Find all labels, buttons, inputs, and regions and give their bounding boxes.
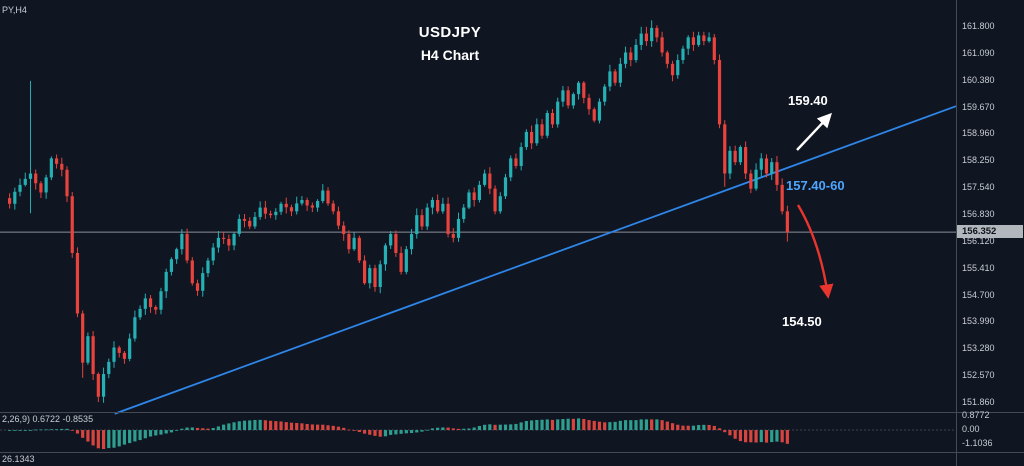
up-arrow[interactable]	[796, 112, 832, 151]
price-tick: 152.570	[962, 370, 995, 381]
chart-title: USDJPY	[418, 24, 482, 41]
price-tick: 157.540	[962, 182, 995, 193]
macd-histogram-layer	[0, 418, 956, 449]
price-tick: 155.410	[962, 262, 995, 273]
target-up-label[interactable]: 159.40	[788, 93, 828, 108]
footer-indicator-label: 26.1343	[2, 454, 35, 464]
symbol-timeframe-label: PY,H4	[2, 5, 27, 15]
price-tick: 156.830	[962, 209, 995, 219]
current-price-box: 156.352	[957, 225, 1023, 239]
indicator-tick-bottom: -1.1036	[962, 438, 993, 448]
indicator-tick-zero: 0.00	[962, 424, 980, 434]
price-tick: 151.860	[962, 397, 995, 407]
indicator-params-label: 2,26,9) 0.6722 -0.8535	[2, 414, 94, 424]
price-tick: 159.670	[962, 101, 995, 112]
breakout-zone-label[interactable]: 157.40-60	[786, 178, 845, 193]
price-axis[interactable]: 161.800 161.090 160.380 159.670 158.960 158.2…	[957, 0, 1024, 466]
candlestick-layer	[8, 20, 789, 403]
price-tick: 156.120	[962, 235, 995, 246]
price-tick: 153.280	[962, 343, 995, 354]
indicator-tick-top: 0.8772	[962, 410, 990, 420]
chart-subtitle: H4 Chart	[420, 47, 480, 63]
down-arrow[interactable]	[796, 204, 834, 299]
price-tick: 161.090	[962, 47, 995, 58]
price-tick: 160.380	[962, 74, 995, 85]
price-tick: 161.800	[962, 21, 995, 31]
ascending-trendline[interactable]	[114, 105, 957, 415]
price-tick: 153.990	[962, 316, 995, 327]
price-tick: 158.960	[962, 128, 995, 139]
price-tick: 158.250	[962, 155, 995, 166]
target-down-label[interactable]: 154.50	[782, 314, 822, 329]
price-tick: 154.700	[962, 289, 995, 300]
